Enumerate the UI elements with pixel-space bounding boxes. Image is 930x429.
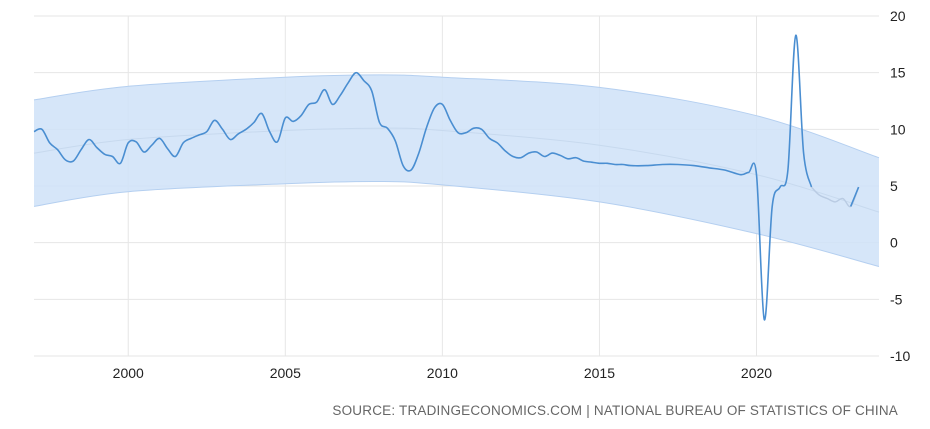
band-upper-edge bbox=[33, 74, 880, 159]
x-tick-label: 2015 bbox=[584, 365, 615, 381]
y-tick-label: 20 bbox=[890, 8, 906, 24]
y-tick-label: 15 bbox=[890, 65, 906, 81]
latest-value-segment bbox=[849, 186, 860, 207]
line-layer bbox=[33, 34, 860, 321]
band-lower-edge bbox=[33, 180, 880, 267]
x-tick-label: 2005 bbox=[270, 365, 301, 381]
source-caption: SOURCE: TRADINGECONOMICS.COM | NATIONAL … bbox=[332, 403, 898, 418]
gdp-growth-line bbox=[33, 34, 813, 321]
y-tick-label: 5 bbox=[890, 178, 898, 194]
y-tick-label: -10 bbox=[890, 348, 910, 364]
x-tick-label: 2020 bbox=[741, 365, 772, 381]
forecast-band bbox=[34, 74, 879, 267]
y-tick-label: 10 bbox=[890, 121, 906, 137]
y-tick-label: -5 bbox=[890, 291, 903, 307]
x-tick-label: 2010 bbox=[427, 365, 458, 381]
y-tick-label: 0 bbox=[890, 235, 898, 251]
x-tick-label: 2000 bbox=[113, 365, 144, 381]
band-layer bbox=[33, 74, 880, 267]
